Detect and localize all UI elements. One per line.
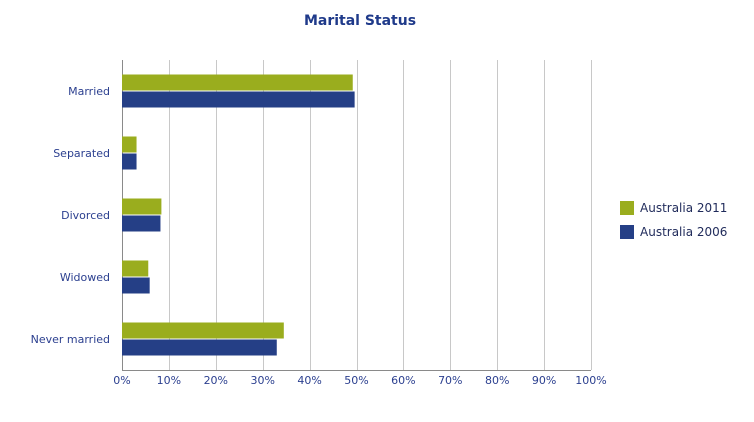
y-tick-label-divorced: Divorced bbox=[61, 209, 110, 222]
bar-separated-series-1 bbox=[122, 153, 137, 170]
x-tick-label-80: 80% bbox=[485, 374, 509, 387]
x-tick-label-90: 90% bbox=[532, 374, 556, 387]
bar-widowed-series-0 bbox=[122, 260, 149, 277]
x-tick-label-50: 50% bbox=[344, 374, 368, 387]
x-tick-label-20: 20% bbox=[204, 374, 228, 387]
x-tick-label-10: 10% bbox=[157, 374, 181, 387]
bar-married-series-1 bbox=[122, 91, 355, 108]
x-tick-label-30: 30% bbox=[250, 374, 274, 387]
bar-widowed-series-1 bbox=[122, 277, 150, 294]
bar-never-married-series-1 bbox=[122, 339, 277, 356]
x-tick-label-100: 100% bbox=[575, 374, 606, 387]
bar-divorced-series-1 bbox=[122, 215, 161, 232]
bar-married-series-0 bbox=[122, 74, 353, 91]
x-tick-label-40: 40% bbox=[297, 374, 321, 387]
x-tick-label-0: 0% bbox=[113, 374, 130, 387]
x-tick-label-70: 70% bbox=[438, 374, 462, 387]
bar-separated-series-0 bbox=[122, 136, 137, 153]
legend: Australia 2011 Australia 2006 bbox=[620, 196, 727, 244]
y-tick-label-separated: Separated bbox=[53, 147, 110, 160]
bar-never-married-series-0 bbox=[122, 322, 284, 339]
y-tick-label-married: Married bbox=[68, 85, 110, 98]
legend-label-series-1: Australia 2006 bbox=[640, 225, 728, 239]
legend-item-series-0: Australia 2011 bbox=[620, 196, 727, 220]
y-tick-label-widowed: Widowed bbox=[60, 271, 110, 284]
x-tick-label-60: 60% bbox=[391, 374, 415, 387]
chart-title: Marital Status bbox=[303, 13, 417, 29]
legend-item-series-1: Australia 2006 bbox=[620, 220, 727, 244]
bar-divorced-series-0 bbox=[122, 198, 162, 215]
legend-label-series-0: Australia 2011 bbox=[640, 201, 728, 215]
y-tick-label-never-married: Never married bbox=[31, 333, 110, 346]
legend-swatch-series-0 bbox=[620, 201, 634, 215]
legend-swatch-series-1 bbox=[620, 225, 634, 239]
